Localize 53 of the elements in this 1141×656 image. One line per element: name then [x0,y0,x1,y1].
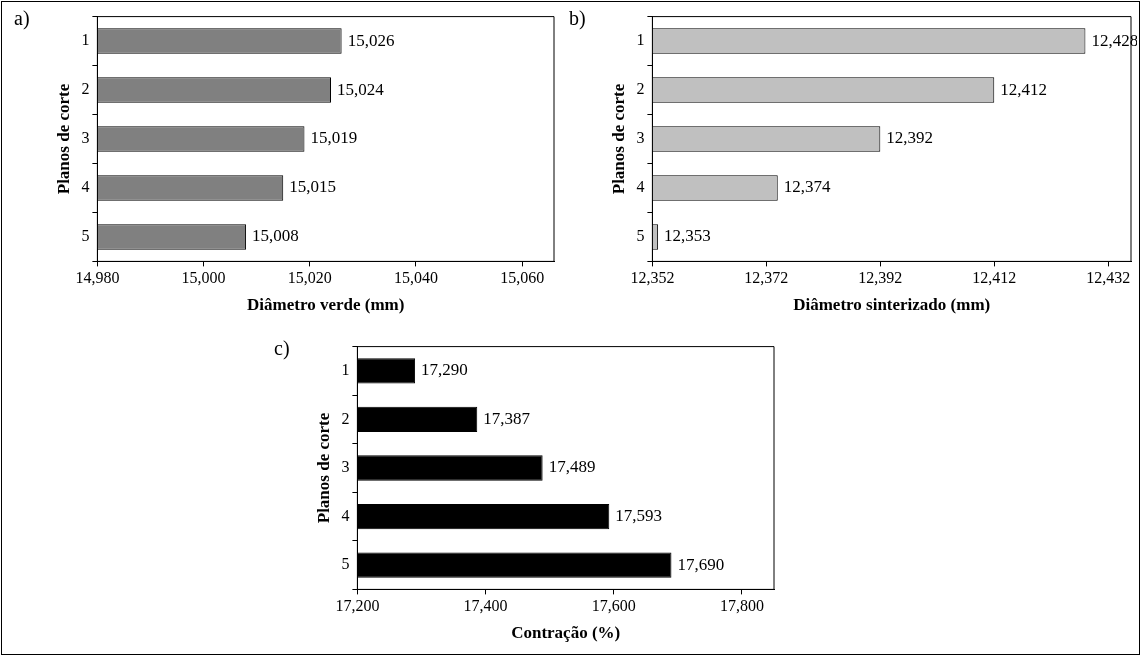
x-tick-label: 15,060 [500,269,545,287]
data-label: 17,290 [421,360,468,380]
y-tick-label: 2 [81,80,90,98]
data-label: 15,008 [252,226,299,246]
data-label: 12,428 [1091,30,1139,50]
x-tick-label: 12,412 [972,269,1017,287]
data-label: 15,026 [347,30,395,50]
x-tick-label: 17,400 [463,597,508,615]
y-axis-title: Planos de corte [53,83,73,195]
data-label: 12,374 [783,177,831,197]
y-tick-label: 2 [341,409,350,427]
text: c) [274,337,290,361]
y-axis-title: Planos de corte [608,83,628,195]
y-tick-label: 3 [636,129,645,147]
y-tick-label: 3 [341,458,350,476]
data-label: 17,387 [483,408,531,428]
y-axis-title: Planos de corte [313,412,333,524]
x-axis-title: Diâmetro sinterizado (mm) [793,295,991,315]
y-tick-label: 4 [341,506,350,524]
x-axis-title: Contração (%) [511,623,621,643]
x-tick-label: 12,432 [1086,269,1131,287]
x-tick-label: 15,020 [287,269,332,287]
data-label: 12,353 [664,226,711,246]
data-label: 17,593 [615,506,663,526]
text: b) [569,7,586,31]
data-label: 12,392 [886,128,934,148]
y-tick-label: 3 [81,129,90,147]
y-tick-label: 1 [636,31,645,49]
y-tick-label: 1 [341,361,350,379]
x-tick-label: 14,980 [75,269,120,287]
x-tick-label: 17,600 [591,597,636,615]
x-tick-label: 12,352 [630,269,675,287]
x-tick-label: 15,040 [393,269,438,287]
data-label: 15,019 [310,128,358,148]
y-tick-label: 4 [636,178,645,196]
data-label: 17,489 [548,457,596,477]
x-tick-label: 15,000 [181,269,226,287]
data-label: 15,024 [337,79,385,99]
y-tick-label: 4 [81,178,90,196]
y-tick-label: 5 [636,227,645,245]
x-tick-label: 12,392 [858,269,903,287]
data-label: 17,690 [677,554,725,574]
x-tick-label: 17,800 [719,597,764,615]
y-tick-label: 5 [341,555,350,573]
data-label: 15,015 [289,177,336,197]
text: a) [14,7,30,31]
x-axis-title: Diâmetro verde (mm) [247,295,405,315]
y-tick-label: 5 [81,227,90,245]
y-tick-label: 1 [81,31,90,49]
y-tick-label: 2 [636,80,645,98]
data-label: 12,412 [1000,79,1048,99]
x-tick-label: 12,372 [744,269,789,287]
x-tick-label: 17,200 [335,597,380,615]
